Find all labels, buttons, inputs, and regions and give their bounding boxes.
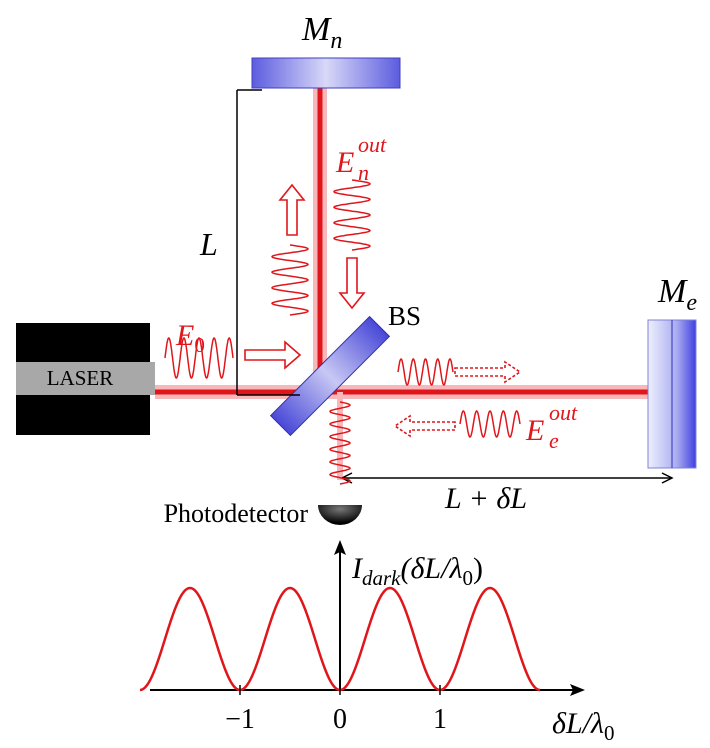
- output-n-superscript: out: [358, 132, 387, 157]
- output-n-label: E out n: [335, 132, 387, 185]
- detector-label: Photodetector: [164, 499, 309, 528]
- mirror-e: [648, 320, 696, 468]
- wave: [398, 359, 453, 385]
- output-e-superscript: out: [549, 400, 578, 425]
- y-axis-label: Idark(δL/λ0): [351, 552, 483, 590]
- intensity-plot: Idark(δL/λ0) δL/λ0 −1 0 1: [140, 540, 614, 745]
- output-n-subscript: n: [358, 160, 369, 185]
- beam-splitter-label: BS: [388, 301, 421, 331]
- mirror-e-label: Me: [657, 273, 697, 316]
- photodetector: [318, 505, 362, 525]
- x-axis-label: δL/λ0: [552, 707, 614, 745]
- laser-label: LASER: [47, 366, 114, 390]
- output-n-symbol: E: [335, 146, 354, 179]
- x-tick-label: 1: [433, 704, 447, 735]
- arm-length-label: L: [199, 226, 218, 262]
- x-tick-label: −1: [225, 704, 255, 735]
- interferometer-diagram: LASER Mn Me L E0 BS E out n: [0, 0, 710, 748]
- output-e-label: E out e: [525, 400, 578, 453]
- output-e-symbol: E: [525, 414, 544, 447]
- input-field-label: E0: [175, 319, 205, 357]
- output-e-subscript: e: [549, 428, 559, 453]
- arm-difference-label: L + δL: [444, 482, 527, 515]
- wave: [272, 245, 308, 315]
- mirror-n: [252, 58, 400, 88]
- beam-splitter: [271, 317, 390, 436]
- mirror-n-label: Mn: [301, 11, 342, 54]
- wave: [460, 411, 520, 437]
- wave: [334, 180, 370, 250]
- x-tick-label: 0: [333, 704, 347, 735]
